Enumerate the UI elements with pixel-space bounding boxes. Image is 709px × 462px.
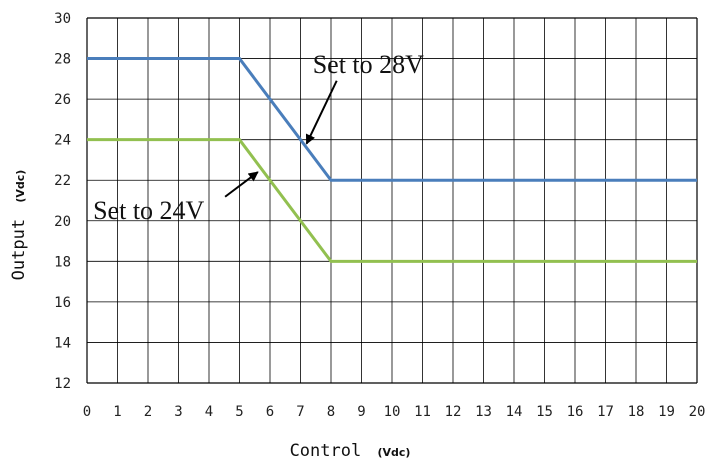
y-tick-label: 24 xyxy=(54,133,71,149)
x-tick-label: 10 xyxy=(384,404,401,420)
x-tick-label: 2 xyxy=(144,404,152,420)
x-tick-label: 20 xyxy=(689,404,706,420)
x-tick-label: 18 xyxy=(628,404,645,420)
tick-labels: 0 1 2 3 4 5 6 7 8 9 10 11 12 13 14 15 16 17 18 19 2012141618… xyxy=(54,11,705,420)
y-tick-label: 30 xyxy=(54,11,71,27)
x-tick-label: 5 xyxy=(235,404,243,420)
annotation-arrow-1 xyxy=(305,80,338,145)
y-axis-label: Output (Vdc) xyxy=(9,170,29,281)
x-tick-label: 17 xyxy=(597,404,614,420)
y-tick-label: 20 xyxy=(54,214,71,230)
x-tick-label: 14 xyxy=(506,404,523,420)
y-tick-label: 14 xyxy=(54,335,71,351)
y-tick-label: 12 xyxy=(54,376,71,392)
x-tick-label: 19 xyxy=(658,404,675,420)
y-tick-label: 28 xyxy=(54,52,71,68)
x-tick-label: 6 xyxy=(266,404,274,420)
series-line-1 xyxy=(87,57,697,182)
series-line-2 xyxy=(87,138,697,263)
annotations: Set to 28V Set to 24V xyxy=(93,50,424,225)
x-tick-label: 16 xyxy=(567,404,584,420)
y-tick-label: 18 xyxy=(54,254,71,270)
y-tick-label: 22 xyxy=(54,173,71,189)
x-tick-label: 4 xyxy=(205,404,213,420)
annotation-arrow-2 xyxy=(224,171,259,198)
y-tick-label: 26 xyxy=(54,92,71,108)
annotation-label-1: Set to 28V xyxy=(313,50,424,79)
annotation-label-2: Set to 24V xyxy=(93,196,204,225)
x-tick-label: 11 xyxy=(414,404,431,420)
x-tick-label: 8 xyxy=(327,404,335,420)
x-tick-label: 13 xyxy=(475,404,492,420)
x-tick-label: 12 xyxy=(445,404,462,420)
x-tick-label: 1 xyxy=(113,404,121,420)
x-tick-label: 3 xyxy=(174,404,182,420)
series-group xyxy=(87,57,697,263)
x-tick-label: 15 xyxy=(536,404,553,420)
y-tick-label: 16 xyxy=(54,295,71,311)
x-tick-label: 0 xyxy=(83,404,91,420)
x-tick-label: 7 xyxy=(296,404,304,420)
x-axis-label: Control (Vdc) xyxy=(290,441,411,461)
x-tick-label: 9 xyxy=(357,404,365,420)
